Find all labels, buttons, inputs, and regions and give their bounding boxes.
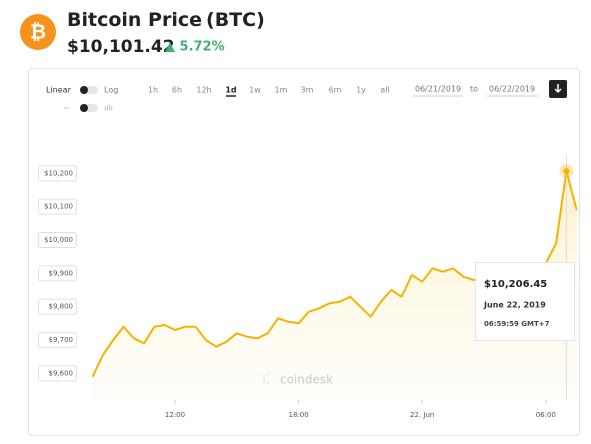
download-icon [554, 84, 562, 94]
range-button[interactable]: 1y [356, 86, 366, 95]
tooltip-date: June 22, 2019 [483, 301, 546, 310]
title-symbol: (BTC) [206, 9, 265, 31]
y-tick-box [38, 365, 77, 382]
title-name: Bitcoin Price [67, 9, 202, 31]
y-tick-box [38, 332, 77, 348]
bar-icon[interactable]: ıılı [104, 104, 113, 113]
change: ▲ 5.72% [165, 40, 225, 55]
btc-glyph: ₿ [30, 20, 46, 44]
x-tick-label: 12:00 [165, 411, 185, 419]
range-button[interactable]: 1m [275, 86, 288, 95]
date-from[interactable]: 06/21/2019 [415, 85, 461, 94]
x-tick-label: 18:00 [289, 411, 309, 419]
y-tick-label: $9,600 [49, 369, 74, 377]
date-sep: to [470, 85, 478, 94]
y-tick-label: $10,200 [44, 169, 73, 177]
y-tick-label: $9,700 [49, 336, 74, 344]
x-tick-label: 22. Jun [410, 411, 434, 419]
y-tick-box [38, 298, 77, 315]
toggle-knob [80, 104, 88, 112]
date-to[interactable]: 06/22/2019 [489, 85, 535, 94]
area [92, 171, 577, 400]
y-tick-box [38, 232, 77, 248]
tooltip-time: 06:59:59 GMT+7 [484, 320, 550, 328]
scale-linear[interactable]: Linear [46, 86, 72, 95]
tooltip-price: $10,206.45 [484, 279, 547, 290]
range-button[interactable]: all [380, 86, 389, 95]
highlight-point [563, 168, 570, 175]
y-tick-label: $10,000 [44, 236, 73, 244]
line-icon[interactable]: ~ [63, 104, 70, 113]
range-button[interactable]: 3m [301, 86, 314, 95]
range-button[interactable]: 1d [225, 86, 237, 95]
price: $10,101.42 [67, 37, 175, 57]
range-button[interactable]: 6h [172, 86, 182, 95]
range-button[interactable]: 12h [196, 86, 211, 95]
range-button[interactable]: 1w [249, 86, 261, 95]
y-tick-label: $9,900 [49, 269, 74, 277]
y-tick-box [38, 165, 77, 182]
title: Bitcoin Price (BTC) [67, 9, 265, 31]
tooltip [475, 262, 575, 341]
x-tick-label: 06:00 [536, 411, 556, 419]
y-tick-box [38, 265, 77, 282]
y-tick-label: $9,800 [49, 303, 74, 311]
btc-icon [20, 14, 56, 50]
plot: $9,600 $9,700 $9,800 $9,900 $10,000 $10,100 $1… [38, 155, 578, 419]
range-button[interactable]: 1h [148, 86, 158, 95]
range-buttons: 1h 6h 12h 1d 1w 1m 3m 6m 1y all [148, 86, 390, 97]
y-tick-label: $10,100 [44, 203, 73, 211]
scale-log[interactable]: Log [104, 86, 118, 95]
range-button[interactable]: 6m [329, 86, 342, 95]
y-tick-box [38, 198, 77, 215]
toggle-knob [80, 86, 88, 94]
